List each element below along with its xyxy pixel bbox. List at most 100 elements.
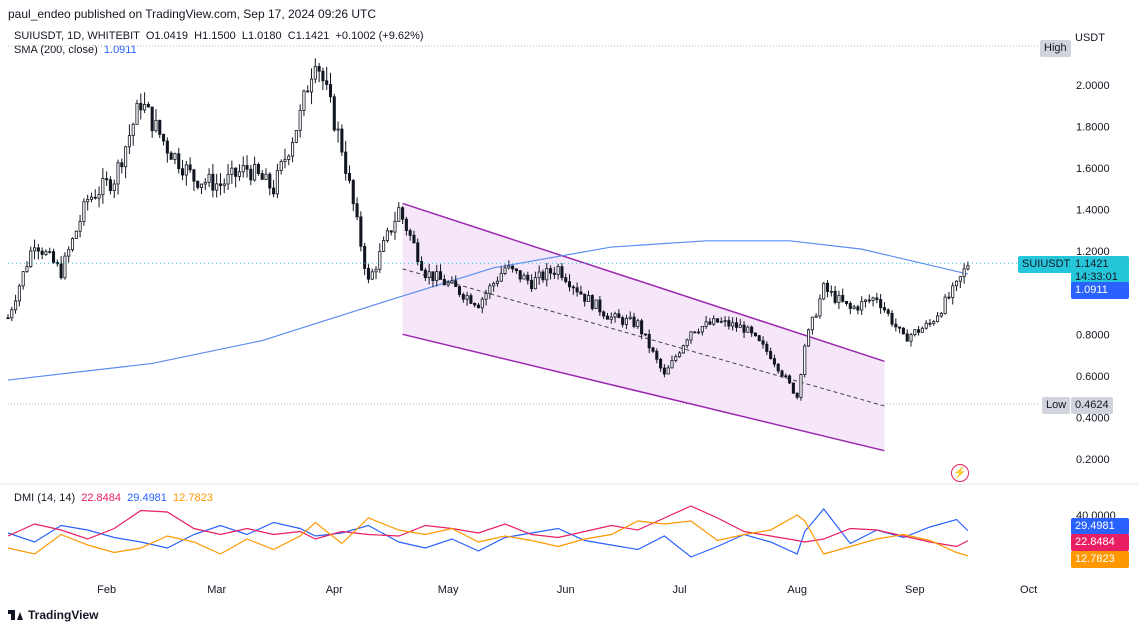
candle-up — [89, 196, 94, 200]
dmi-line-adx — [7, 505, 969, 548]
candle-up — [586, 295, 591, 302]
candle-up — [67, 249, 71, 257]
candle-up — [666, 367, 670, 375]
candle-down — [469, 295, 473, 304]
candle-up — [382, 240, 386, 252]
candle-up — [44, 251, 48, 255]
candle-down — [317, 66, 321, 72]
candle-down — [511, 265, 515, 270]
candle-up — [920, 327, 924, 333]
candle-up — [738, 324, 742, 328]
candle-down — [389, 230, 393, 233]
candle-up — [21, 271, 25, 287]
candle-down — [579, 291, 583, 295]
candle-down — [40, 250, 44, 255]
candle-up — [374, 268, 378, 273]
candle-down — [765, 343, 769, 352]
dmi-line-di — [7, 508, 969, 558]
sma-value: 1.0911 — [103, 44, 137, 56]
candle-up — [951, 285, 955, 298]
time-tick-label: Aug — [787, 584, 807, 596]
price-tick-label: 1.2000 — [1076, 246, 1110, 258]
candle-down — [541, 271, 545, 281]
countdown: 14:33:01 — [1075, 271, 1118, 283]
candle-down — [651, 347, 655, 352]
candle-up — [522, 274, 526, 280]
candle-down — [552, 272, 556, 275]
price-tick-label: 1.4000 — [1076, 205, 1110, 217]
candle-up — [696, 331, 701, 334]
candle-down — [848, 303, 852, 309]
candle-up — [704, 321, 708, 327]
price-tick-label: 0.4000 — [1076, 412, 1110, 424]
candle-up — [237, 171, 241, 177]
candle-up — [241, 165, 245, 173]
dmi-line-di — [7, 514, 969, 557]
candle-down — [416, 242, 420, 262]
candle-up — [226, 174, 230, 185]
candle-down — [659, 358, 663, 369]
candle-down — [177, 153, 181, 170]
candle-up — [336, 128, 340, 131]
candle-down — [856, 306, 860, 311]
candle-down — [325, 80, 329, 85]
candle-up — [871, 297, 875, 301]
ohlc-close: C1.1421 — [287, 30, 330, 42]
candle-down — [905, 333, 909, 342]
candle-up — [628, 316, 632, 319]
candle-up — [101, 178, 105, 196]
candle-up — [803, 345, 807, 375]
candle-down — [780, 370, 784, 377]
tradingview-logo[interactable]: TradingView — [8, 608, 98, 622]
candle-down — [234, 167, 238, 177]
candle-up — [313, 66, 317, 80]
candle-down — [795, 392, 799, 398]
candle-down — [844, 300, 849, 304]
candle-up — [154, 119, 158, 132]
lightning-icon[interactable]: ⚡ — [951, 464, 969, 482]
candle-up — [594, 299, 598, 309]
ohlc-low: L1.0180 — [241, 30, 282, 42]
candle-down — [564, 277, 568, 283]
candle-up — [966, 265, 970, 270]
candle-down — [120, 162, 124, 168]
candle-down — [769, 351, 773, 360]
candle-up — [723, 320, 727, 322]
candle-up — [215, 183, 219, 191]
candle-up — [17, 285, 21, 302]
candle-down — [583, 293, 587, 302]
candle-up — [492, 283, 496, 287]
candle-up — [670, 360, 674, 369]
candle-up — [636, 320, 640, 327]
candle-up — [435, 271, 439, 282]
candle-down — [917, 329, 921, 333]
candle-up — [378, 250, 382, 270]
candle-up — [173, 153, 177, 160]
candle-down — [518, 270, 522, 280]
candle-down — [454, 280, 458, 288]
candle-down — [841, 294, 845, 302]
candle-up — [385, 230, 389, 241]
candle-up — [275, 170, 279, 195]
dmi-label: DMI (14, 14) — [14, 492, 76, 504]
candle-down — [51, 251, 56, 263]
candle-up — [507, 265, 511, 269]
candle-down — [359, 216, 363, 247]
candle-down — [256, 164, 260, 174]
candle-down — [788, 375, 792, 384]
candle-down — [328, 84, 333, 98]
candle-down — [621, 317, 625, 325]
channel-lower-line — [402, 333, 885, 452]
high-tag: High — [1040, 40, 1071, 57]
candle-up — [719, 320, 723, 323]
candle-up — [545, 268, 549, 281]
candle-down — [772, 358, 776, 365]
candle-up — [10, 309, 14, 319]
candle-down — [708, 321, 712, 325]
candle-up — [837, 294, 841, 303]
candle-down — [306, 90, 310, 93]
candle-up — [14, 300, 18, 311]
candle-up — [613, 313, 617, 318]
candle-down — [571, 286, 575, 289]
